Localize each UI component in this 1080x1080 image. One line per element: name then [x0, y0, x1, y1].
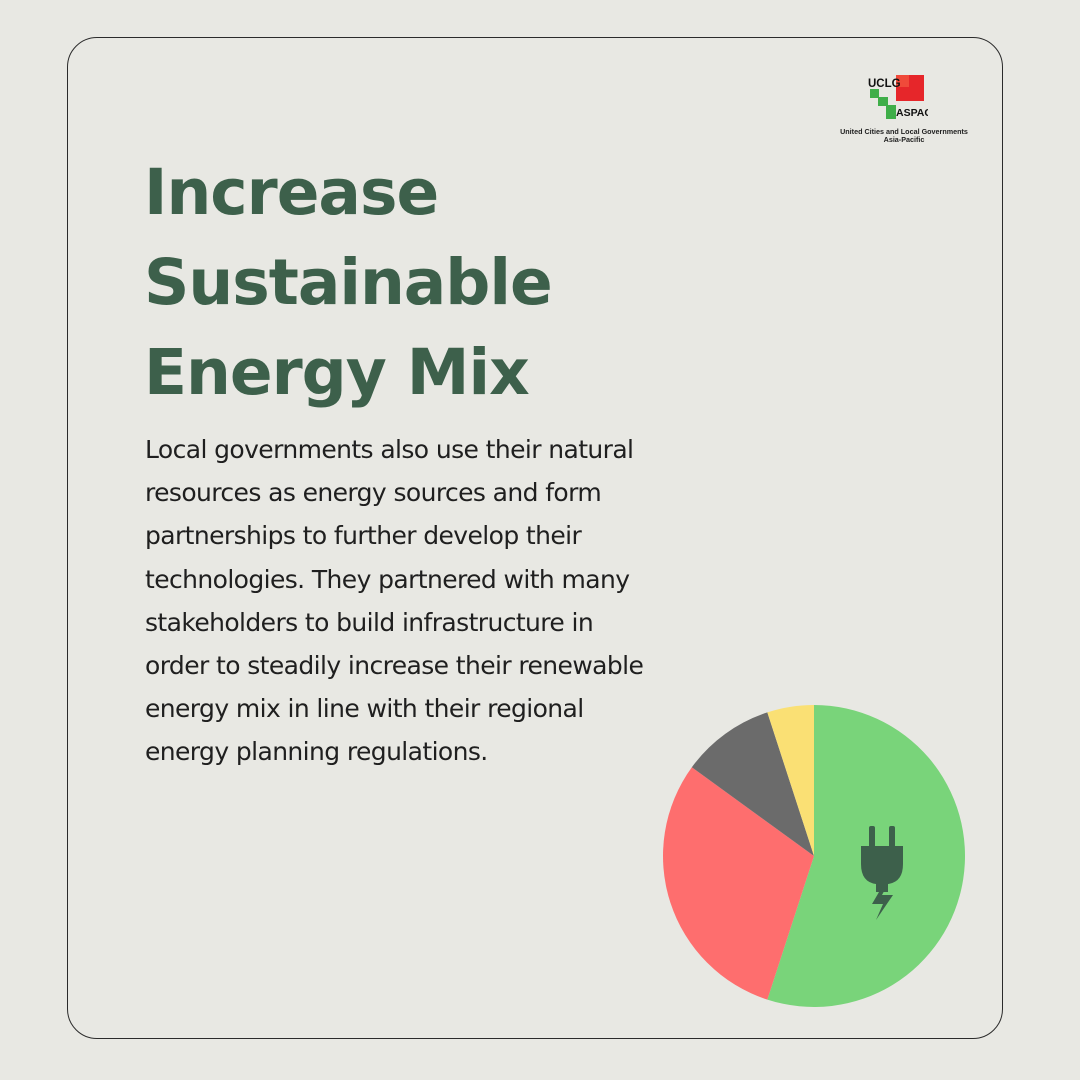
pie-slice-2: [663, 767, 814, 1000]
content-card: [67, 37, 1003, 1039]
pie-slice-4: [767, 705, 814, 856]
body-paragraph: Local governments also use their natural…: [145, 435, 644, 767]
plug-lightning-icon: [861, 826, 903, 920]
uclg-aspac-logo: UCLG ASPAC United Cities and Local Gover…: [838, 75, 970, 150]
pie-slices: [663, 705, 965, 1007]
headline: Increase Sustainable Energy Mix: [144, 156, 553, 409]
logo-top-text: UCLG: [868, 78, 901, 90]
logo-subtitle: United Cities and Local Governments Asia…: [840, 127, 968, 144]
uclg-aspac-logo-mark: UCLG ASPAC: [868, 75, 928, 119]
pie-slice-3: [691, 712, 814, 856]
logo-bottom-text: ASPAC: [896, 107, 928, 119]
energy-mix-pie-chart: [663, 705, 965, 1007]
